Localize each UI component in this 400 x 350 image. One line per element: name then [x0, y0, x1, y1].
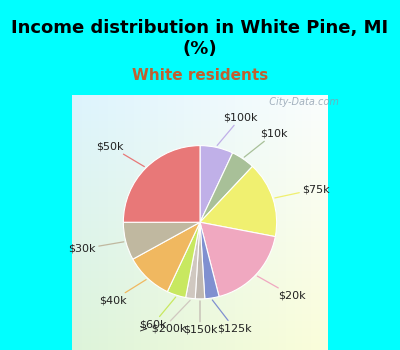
Text: $50k: $50k — [97, 141, 144, 167]
Text: $75k: $75k — [275, 184, 330, 198]
Wedge shape — [123, 146, 200, 222]
Wedge shape — [200, 222, 219, 299]
Text: $10k: $10k — [244, 128, 288, 157]
Text: City-Data.com: City-Data.com — [263, 97, 339, 107]
Text: $100k: $100k — [217, 112, 258, 146]
Wedge shape — [200, 166, 277, 237]
Wedge shape — [167, 222, 200, 298]
Wedge shape — [123, 222, 200, 259]
Text: $150k: $150k — [183, 301, 217, 335]
Wedge shape — [186, 222, 200, 299]
Text: $60k: $60k — [139, 297, 176, 329]
Text: $40k: $40k — [99, 280, 146, 306]
Wedge shape — [195, 222, 205, 299]
Wedge shape — [133, 222, 200, 292]
Wedge shape — [200, 222, 275, 296]
Text: > $200k: > $200k — [139, 300, 190, 334]
Text: $125k: $125k — [212, 300, 252, 333]
Wedge shape — [200, 146, 233, 222]
Text: Income distribution in White Pine, MI
(%): Income distribution in White Pine, MI (%… — [12, 19, 388, 58]
Text: White residents: White residents — [132, 68, 268, 83]
Wedge shape — [200, 153, 252, 222]
Text: $30k: $30k — [68, 242, 124, 254]
Text: $20k: $20k — [257, 276, 306, 301]
